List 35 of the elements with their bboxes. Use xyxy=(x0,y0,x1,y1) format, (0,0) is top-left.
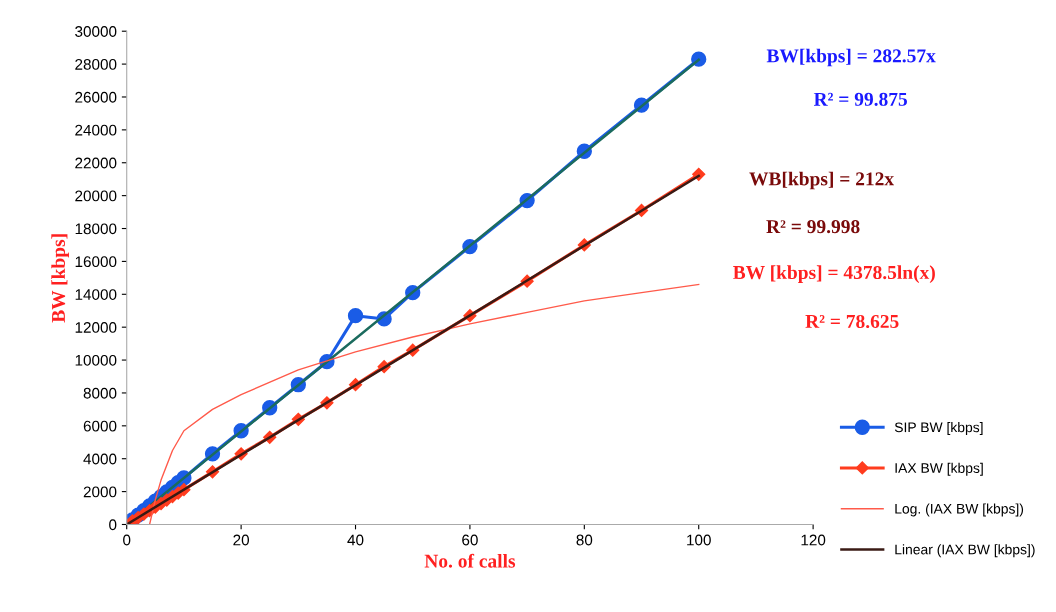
annotation: R² = 99.998 xyxy=(766,220,860,234)
y-tick-label: 0 xyxy=(109,519,117,531)
x-tick-label: 100 xyxy=(687,534,711,546)
x-tick-label: 60 xyxy=(462,534,478,546)
y-tick-label: 8000 xyxy=(83,387,117,399)
annotation: BW [kbps] = 4378.5ln(x) xyxy=(733,265,935,283)
y-tick-label: 10000 xyxy=(75,354,117,366)
x-tick-label: 40 xyxy=(347,534,364,546)
y-tick-label: 4000 xyxy=(83,453,117,465)
y-tick-label: 16000 xyxy=(75,256,117,268)
y-tick-label: 24000 xyxy=(75,124,117,136)
y-axis-title: BW [kbps] xyxy=(51,234,69,323)
y-tick-label: 12000 xyxy=(75,322,117,333)
y-tick-label: 28000 xyxy=(75,58,117,70)
y-tick-label: 26000 xyxy=(75,91,117,103)
y-tick-label: 14000 xyxy=(75,289,117,300)
y-tick-label: 20000 xyxy=(75,190,117,202)
x-tick-label: 20 xyxy=(233,534,250,546)
x-tick-label: 80 xyxy=(576,534,593,546)
legend-label: Log. (IAX BW [kbps]) xyxy=(895,503,1024,517)
y-tick-label: 30000 xyxy=(75,26,117,37)
annotation: BW[kbps] = 282.57x xyxy=(766,48,936,67)
y-tick-label: 6000 xyxy=(83,420,117,432)
legend-label: SIP BW [kbps] xyxy=(894,422,983,435)
annotation: R² = 78.625 xyxy=(805,314,899,329)
text: R² = 99.875 xyxy=(813,92,907,106)
annotation: WB[kbps] = 212x xyxy=(749,171,894,190)
y-tick-label: 18000 xyxy=(75,223,117,235)
legend-label: IAX BW [kbps] xyxy=(895,462,983,476)
x-tick-label: 120 xyxy=(801,534,826,546)
y-tick-label: 22000 xyxy=(75,157,117,169)
y-tick-label: 2000 xyxy=(83,486,117,498)
x-tick-label: 0 xyxy=(123,534,131,546)
x-axis-title: No. of calls xyxy=(424,553,516,568)
legend-label: Linear (IAX BW [kbps]) xyxy=(895,544,1035,558)
